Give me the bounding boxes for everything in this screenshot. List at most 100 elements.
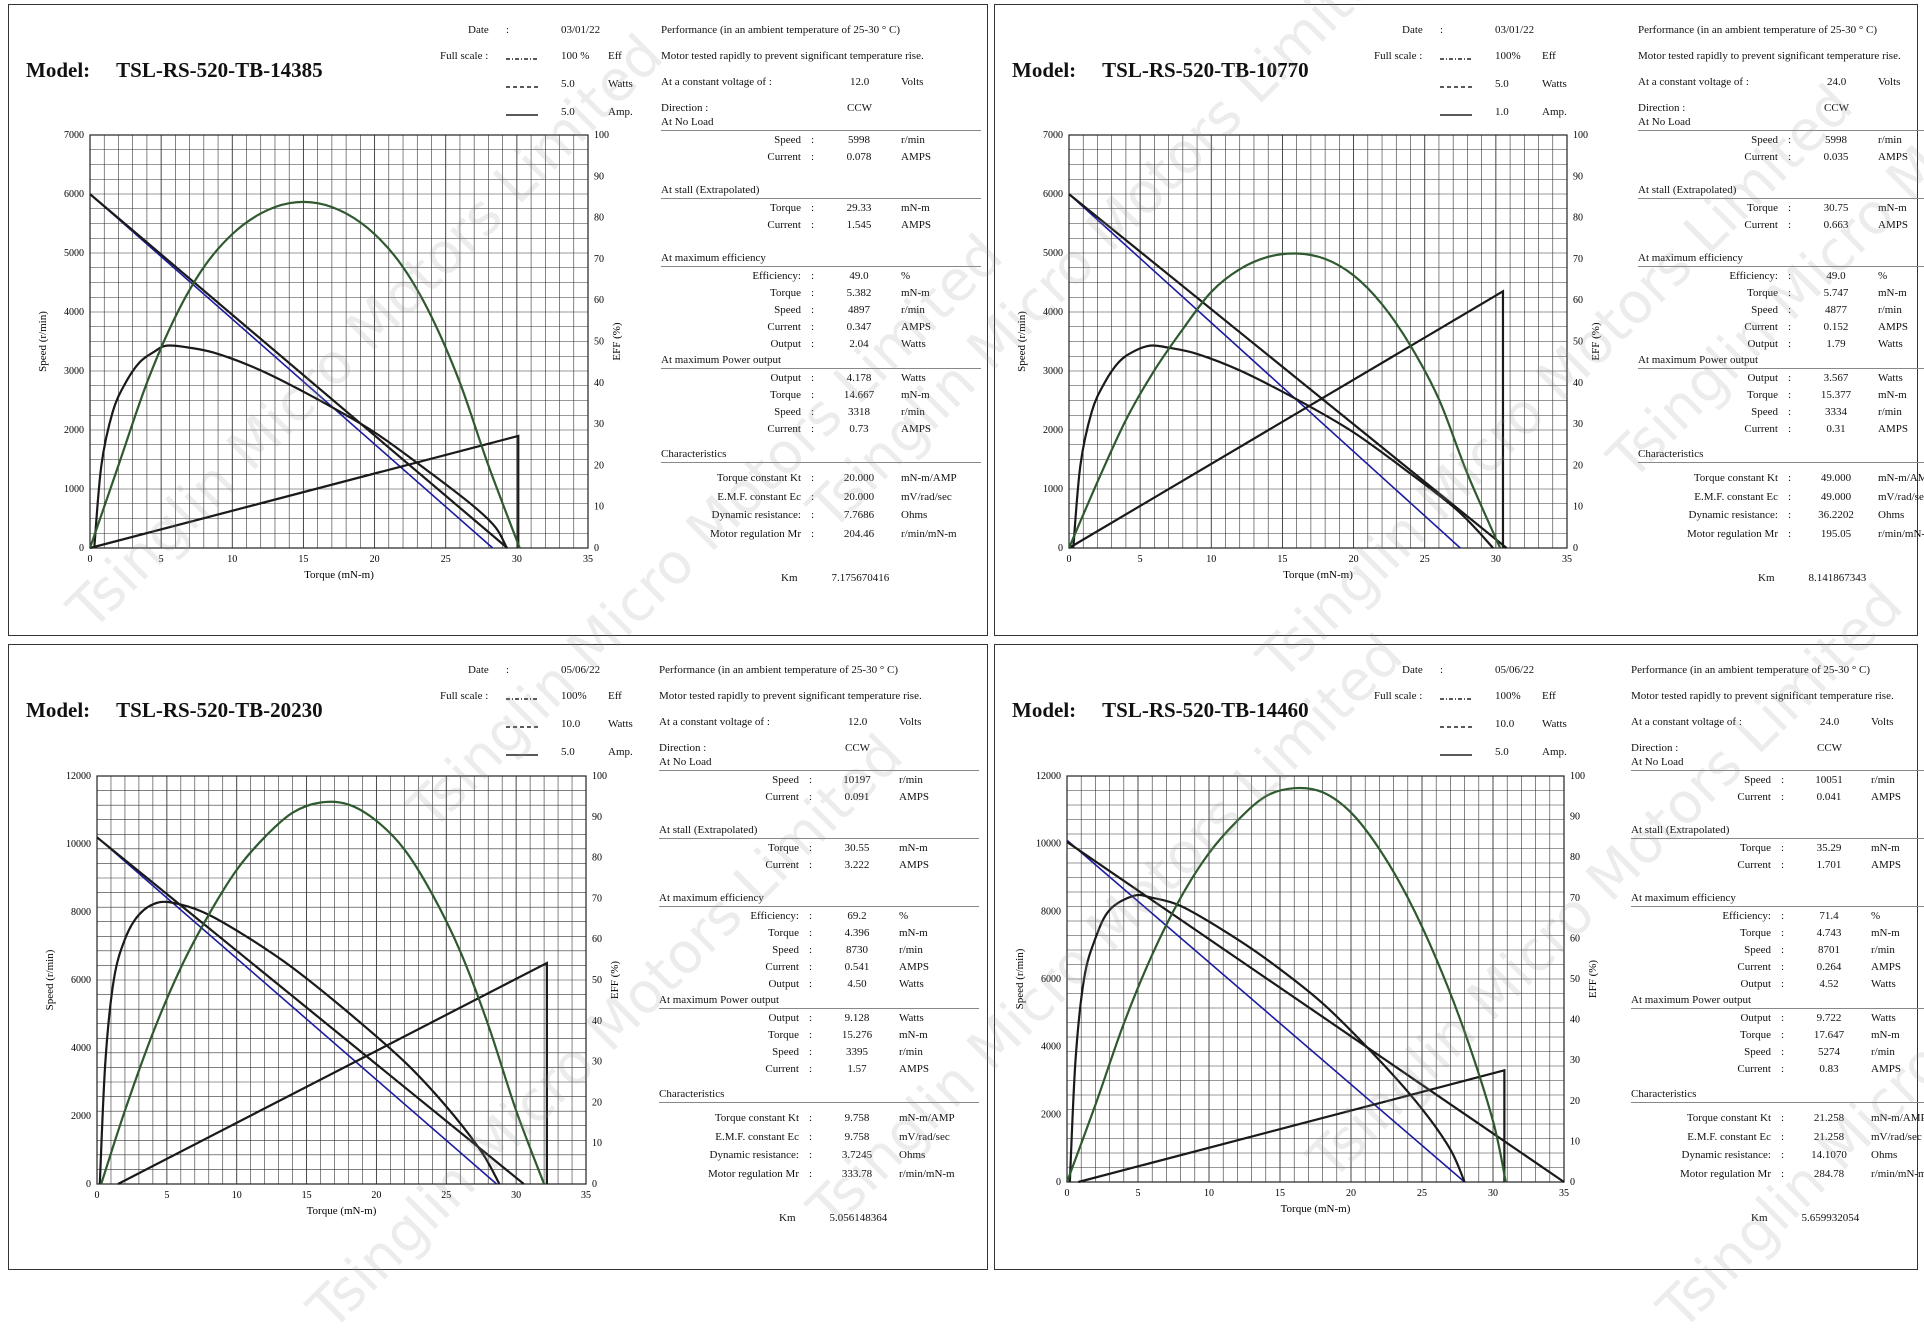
row-value: 204.46 <box>843 527 875 540</box>
row-unit: Watts <box>1878 338 1903 350</box>
model-title: Model: TSL-RS-520-TB-10770 <box>1012 58 1309 83</box>
km-label: Km <box>779 1212 796 1224</box>
fullscale-unit: Watts <box>1542 78 1567 90</box>
row-value: 69.2 <box>847 910 867 922</box>
row-label: Current <box>1737 859 1771 871</box>
km-value: 7.175670416 <box>831 572 890 584</box>
x-tick-label: 5 <box>1138 554 1143 565</box>
row-colon: : <box>809 1112 813 1124</box>
section-title-max-eff: At maximum efficiency <box>659 892 764 904</box>
row-label: Speed <box>772 774 799 786</box>
row-value: 0.035 <box>1823 151 1849 163</box>
current-line <box>117 961 548 1185</box>
row-colon: : <box>1788 472 1792 484</box>
efficiency-curve <box>1068 893 1466 1183</box>
x-axis-title: Torque (mN-m) <box>304 569 374 581</box>
y2-tick-label: 70 <box>1570 893 1580 904</box>
km-readout: Km 5.056148364 <box>779 1212 887 1224</box>
legend-line-sample <box>1440 58 1472 60</box>
voltage-label: At a constant voltage of : <box>661 76 772 88</box>
row-unit: AMPS <box>1878 321 1908 333</box>
section-title-characteristics: Characteristics <box>659 1088 725 1100</box>
row-value: 0.73 <box>849 423 869 435</box>
y2-axis-title: EFF (%) <box>609 961 621 1000</box>
row-label: Motor regulation Mr <box>707 1167 799 1180</box>
performance-title: Performance (in an ambient temperature o… <box>1638 24 1877 36</box>
y2-tick-label: 30 <box>1570 1055 1580 1066</box>
section-title-characteristics: Characteristics <box>1638 448 1704 460</box>
row-colon: : <box>809 1029 813 1041</box>
row-value: 0.091 <box>844 791 870 803</box>
row-colon: : <box>1781 1046 1785 1058</box>
row-colon: : <box>811 389 815 401</box>
row-unit: AMPS <box>1878 219 1908 231</box>
legend-line-sample <box>1440 698 1472 700</box>
section-rule <box>661 266 981 267</box>
row-colon: : <box>809 1046 813 1058</box>
plot-frame <box>1068 134 1568 549</box>
row-label: Efficiency: <box>750 910 799 922</box>
row-label: Efficiency: <box>1722 910 1771 922</box>
row-colon: : <box>811 527 815 540</box>
row-colon: : <box>1788 287 1792 299</box>
row-value: 7.7686 <box>843 509 875 521</box>
row-colon: : <box>1788 490 1792 503</box>
y-tick-label: 3000 <box>64 366 84 377</box>
x-tick-label: 25 <box>441 554 451 565</box>
x-tick-label: 0 <box>1067 554 1072 565</box>
row-colon: : <box>809 1063 813 1075</box>
row-colon: : <box>1781 978 1785 990</box>
y2-tick-label: 40 <box>1570 1015 1580 1026</box>
y-tick-label: 2000 <box>1041 1109 1061 1120</box>
row-unit: r/min <box>1878 134 1902 146</box>
row-label: Speed <box>772 944 799 956</box>
row-unit: r/min <box>901 134 925 146</box>
row-unit: r/min <box>1871 1046 1895 1058</box>
row-label: Speed <box>1751 304 1778 316</box>
row-unit: r/min <box>899 944 923 956</box>
row-label: Current <box>767 219 801 231</box>
row-label: Output <box>1747 338 1778 350</box>
row-colon: : <box>811 406 815 418</box>
row-colon: : <box>811 304 815 316</box>
performance-title: Performance (in an ambient temperature o… <box>1631 664 1870 676</box>
row-value: 3318 <box>848 406 870 418</box>
direction-label: Direction : <box>1631 742 1679 754</box>
row-unit: r/min <box>1871 774 1895 786</box>
direction-value: CCW <box>845 742 871 754</box>
fullscale-unit: Eff <box>1542 690 1556 702</box>
y2-tick-label: 60 <box>1573 295 1583 306</box>
section-rule <box>661 462 981 463</box>
km-readout: Km 7.175670416 <box>781 572 889 584</box>
row-value: 0.83 <box>1819 1063 1839 1075</box>
row-label: Efficiency: <box>752 270 801 282</box>
row-colon: : <box>809 1012 813 1024</box>
row-value: 3.567 <box>1823 372 1849 384</box>
row-unit: r/min <box>1878 406 1902 418</box>
y-axis-title: Speed (r/min) <box>1014 948 1026 1009</box>
section-title-max-power: At maximum Power output <box>1638 354 1759 366</box>
row-label: Current <box>1744 151 1778 163</box>
voltage-unit: Volts <box>901 76 924 88</box>
row-label: Speed <box>1751 134 1778 146</box>
fullscale-value: 5.0 <box>561 78 575 90</box>
chart-meta: Date: 03/01/22 Full scale : 100 % Eff 5.0 Watt… <box>440 20 658 120</box>
row-value: 1.79 <box>1826 338 1846 350</box>
voltage-unit: Volts <box>1878 76 1901 88</box>
model-label: Model: <box>26 698 91 722</box>
y-tick-label: 10000 <box>1036 839 1061 850</box>
y-tick-label: 12000 <box>1036 771 1061 782</box>
row-value: 15.377 <box>1820 389 1852 401</box>
row-colon: : <box>1781 1012 1785 1024</box>
section-rule <box>659 838 979 839</box>
y-axis-title: Speed (r/min) <box>44 949 56 1010</box>
ideal-speed-line <box>1068 193 1461 549</box>
x-tick-label: 25 <box>1420 554 1430 565</box>
direction-label: Direction : <box>661 102 709 114</box>
row-unit: AMPS <box>901 151 931 163</box>
y-tick-label: 0 <box>1058 543 1063 554</box>
chart-svg: 0 5 10 15 20 25 30 3501000200030004000500060007… <box>37 130 623 581</box>
row-unit: mV/rad/sec <box>901 490 952 503</box>
date-colon: : <box>506 24 510 36</box>
row-unit: AMPS <box>901 219 931 231</box>
